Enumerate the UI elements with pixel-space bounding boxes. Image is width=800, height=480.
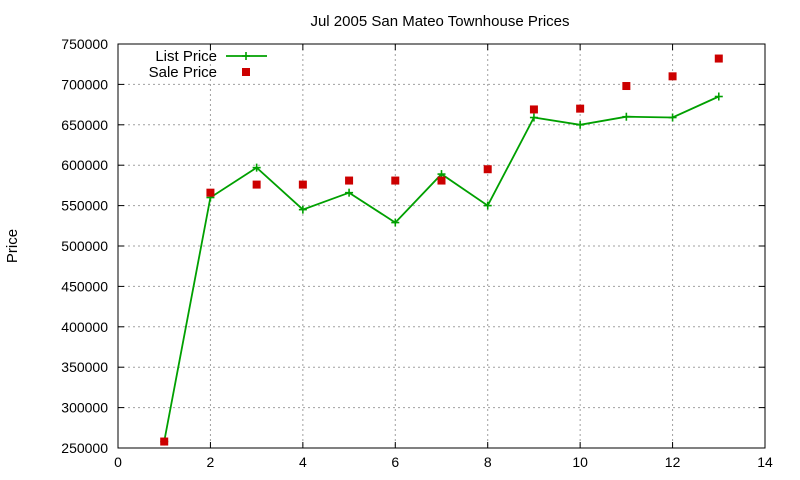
sale-price-point [345,176,354,185]
y-tick-label: 750000 [61,36,108,52]
list-price-point [298,205,307,214]
list-price-point [252,163,261,172]
x-tick-label: 10 [572,454,588,470]
list-price-point [345,188,354,197]
list-price-point [391,218,400,227]
y-tick-label: 650000 [61,117,108,133]
y-tick-label: 400000 [61,319,108,335]
list-price-point [622,112,631,121]
legend-square-swatch [242,68,250,76]
plot-frame [117,43,766,449]
x-tick-label: 12 [665,454,681,470]
list-price-point [714,92,723,101]
y-tick-label: 300000 [61,400,108,416]
x-tick-label: 14 [757,454,773,470]
x-tick-label: 2 [207,454,215,470]
x-tick-label: 4 [299,454,307,470]
series-layer [160,54,723,446]
y-axis-label: Price [4,229,21,263]
sale-price-point [252,180,261,189]
sale-price-point [160,437,169,446]
list-price-point [576,120,585,129]
sale-price-point [576,104,585,113]
grid [118,44,765,448]
x-tick-label: 0 [114,454,122,470]
sale-price-point [437,176,446,185]
sale-price-point [483,165,492,174]
sale-price-point [622,82,631,91]
sale-price-point [714,54,723,63]
y-tick-label: 500000 [61,238,108,254]
legend-label: List Price [155,48,217,65]
y-tick-label: 550000 [61,198,108,214]
list-price-point [668,113,677,122]
x-tick-label: 6 [391,454,399,470]
y-tick-label: 600000 [61,157,108,173]
y-tick-label: 700000 [61,76,108,92]
axes: 0 2 4 6 8 10 12 14 250000 300000 350000 400000 45000… [61,36,773,470]
sale-price-point [206,188,215,197]
legend-label: Sale Price [149,64,217,81]
list-price-point [529,113,538,122]
y-tick-label: 250000 [61,440,108,456]
x-tick-label: 8 [484,454,492,470]
legend-plus-swatch [242,52,250,60]
y-tick-label: 350000 [61,359,108,375]
sale-price-point [529,105,538,114]
list-price-line [163,95,720,442]
sale-price-point [391,176,400,185]
y-tick-label: 450000 [61,278,108,294]
sale-price-point [298,180,307,189]
chart-title: Jul 2005 San Mateo Townhouse Prices [310,13,569,30]
list-price-point [483,201,492,210]
sale-price-point [668,72,677,81]
